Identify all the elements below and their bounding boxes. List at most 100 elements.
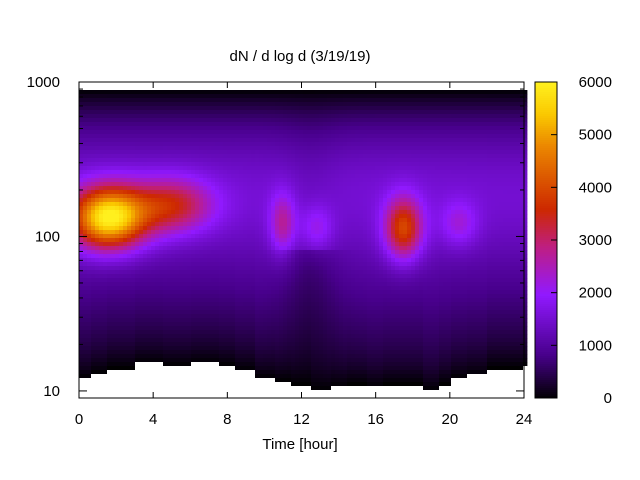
heatmap-cell xyxy=(383,174,388,179)
heatmap-cell xyxy=(487,202,492,207)
heatmap-cell xyxy=(227,154,232,159)
heatmap-cell xyxy=(495,102,500,107)
heatmap-cell xyxy=(419,98,424,103)
heatmap-cell xyxy=(159,166,164,171)
heatmap-cell xyxy=(487,86,492,91)
heatmap-cell xyxy=(335,186,340,191)
heatmap-cell xyxy=(447,170,452,175)
heatmap-cell xyxy=(283,142,288,147)
heatmap-cell xyxy=(447,106,452,111)
heatmap-cell xyxy=(91,222,96,227)
heatmap-cell xyxy=(155,90,160,95)
heatmap-cell xyxy=(139,234,144,239)
heatmap-cell xyxy=(87,226,92,231)
heatmap-cell xyxy=(415,234,420,239)
heatmap-cell xyxy=(355,186,360,191)
heatmap-cell xyxy=(219,242,224,247)
heatmap-cell xyxy=(259,246,264,251)
heatmap-cell xyxy=(327,86,332,91)
heatmap-cell xyxy=(267,138,272,143)
heatmap-cell xyxy=(423,90,428,95)
heatmap-cell xyxy=(507,154,512,159)
heatmap-cell xyxy=(495,106,500,111)
heatmap-cell xyxy=(403,98,408,103)
heatmap-cell xyxy=(499,134,504,139)
heatmap-cell xyxy=(415,166,420,171)
heatmap-cell xyxy=(79,254,84,259)
heatmap-cell xyxy=(375,90,380,95)
heatmap-cell xyxy=(411,202,416,207)
heatmap-cell xyxy=(235,242,240,247)
heatmap-cell xyxy=(235,110,240,115)
heatmap-cell xyxy=(403,250,408,255)
heatmap-cell xyxy=(279,186,284,191)
heatmap-cell xyxy=(523,178,528,183)
heatmap-cell xyxy=(363,198,368,203)
heatmap-cell xyxy=(147,154,152,159)
heatmap-cell xyxy=(151,130,156,135)
heatmap-cell xyxy=(383,110,388,115)
heatmap-cell xyxy=(275,194,280,199)
heatmap-cell xyxy=(207,186,212,191)
heatmap-cell xyxy=(463,190,468,195)
heatmap-cell xyxy=(131,94,136,99)
heatmap-cell xyxy=(295,210,300,215)
heatmap-cell xyxy=(371,254,376,259)
heatmap-cell xyxy=(111,122,116,127)
heatmap-cell xyxy=(339,210,344,215)
heatmap-cell xyxy=(123,258,128,263)
heatmap-cell xyxy=(299,142,304,147)
heatmap-cell xyxy=(411,138,416,143)
heatmap-cell xyxy=(399,138,404,143)
heatmap-cell xyxy=(339,86,344,91)
heatmap-cell xyxy=(379,242,384,247)
heatmap-cell xyxy=(499,118,504,123)
heatmap-cell xyxy=(135,166,140,171)
heatmap-cell xyxy=(87,182,92,187)
heatmap-cell xyxy=(483,98,488,103)
heatmap-cell xyxy=(151,222,156,227)
heatmap-cell xyxy=(331,214,336,219)
heatmap-cell xyxy=(359,122,364,127)
heatmap-cell xyxy=(155,134,160,139)
heatmap-cell xyxy=(175,182,180,187)
heatmap-cell xyxy=(99,130,104,135)
heatmap-cell xyxy=(475,166,480,171)
heatmap-cell xyxy=(515,198,520,203)
heatmap-cell xyxy=(235,178,240,183)
heatmap-cell xyxy=(387,110,392,115)
heatmap-cell xyxy=(295,134,300,139)
heatmap-cell xyxy=(427,182,432,187)
heatmap-cell xyxy=(155,182,160,187)
heatmap-cell xyxy=(375,142,380,147)
heatmap-cell xyxy=(415,94,420,99)
heatmap-cell xyxy=(387,198,392,203)
heatmap-cell xyxy=(283,126,288,131)
heatmap-cell xyxy=(123,134,128,139)
heatmap-cell xyxy=(271,110,276,115)
heatmap-cell xyxy=(251,218,256,223)
heatmap-cell xyxy=(195,198,200,203)
heatmap-cell xyxy=(467,254,472,259)
heatmap-cell xyxy=(79,218,84,223)
heatmap-cell xyxy=(411,126,416,131)
heatmap-cell xyxy=(423,202,428,207)
heatmap-cell xyxy=(471,178,476,183)
heatmap-cell xyxy=(247,134,252,139)
heatmap-cell xyxy=(191,234,196,239)
heatmap-cell xyxy=(467,194,472,199)
heatmap-cell xyxy=(243,242,248,247)
heatmap-cell xyxy=(255,182,260,187)
heatmap-cell xyxy=(383,94,388,99)
heatmap-cell xyxy=(267,106,272,111)
heatmap-cell xyxy=(515,98,520,103)
heatmap-cell xyxy=(247,206,252,211)
heatmap-cell xyxy=(379,138,384,143)
heatmap-cell xyxy=(235,210,240,215)
heatmap-cell xyxy=(459,110,464,115)
heatmap-cell xyxy=(487,82,492,87)
heatmap-cell xyxy=(479,106,484,111)
heatmap-cell xyxy=(355,150,360,155)
heatmap-cell xyxy=(119,122,124,127)
heatmap-cell xyxy=(111,218,116,223)
